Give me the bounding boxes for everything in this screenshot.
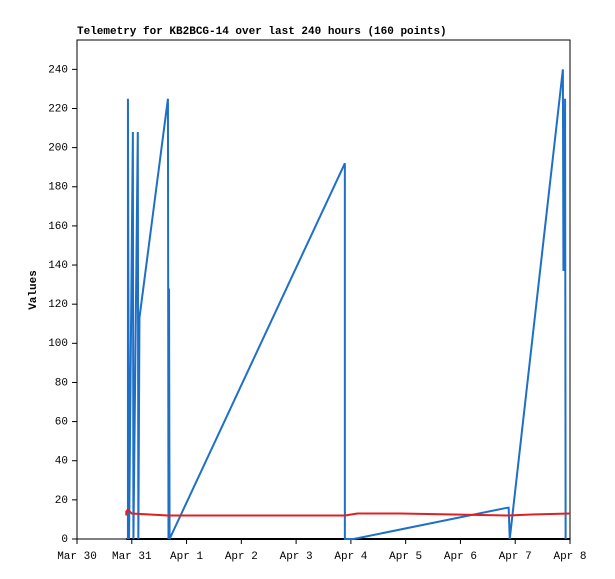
y-axis-label: Values [28,270,40,310]
x-tick-label: Apr 3 [280,551,313,563]
x-tick-label: Apr 5 [389,551,422,563]
x-tick-label: Apr 7 [499,551,532,563]
y-tick-label: 120 [48,299,68,311]
y-tick-label: 220 [48,103,68,115]
y-tick-label: 60 [55,416,68,428]
y-tick-label: 40 [55,456,68,468]
y-tick-label: 140 [48,260,68,272]
x-tick-label: Mar 30 [57,551,97,563]
x-tick-label: Apr 2 [225,551,258,563]
x-tick-label: Apr 6 [444,551,477,563]
y-tick-label: 180 [48,182,68,194]
y-tick-label: 20 [55,495,68,507]
series-line [125,508,571,517]
x-tick-label: Mar 31 [112,551,152,563]
x-tick-label: Apr 1 [170,551,203,563]
chart-title: Telemetry for KB2BCG-14 over last 240 ho… [77,26,447,38]
x-tick-label: Apr 4 [334,551,367,563]
series-line [126,69,567,540]
y-tick-label: 100 [48,338,68,350]
y-tick-label: 0 [61,534,68,546]
y-tick-label: 240 [48,64,68,76]
x-tick-label: Apr 8 [553,551,586,563]
y-tick-label: 80 [55,377,68,389]
y-tick-label: 160 [48,221,68,233]
y-tick-label: 200 [48,143,68,155]
